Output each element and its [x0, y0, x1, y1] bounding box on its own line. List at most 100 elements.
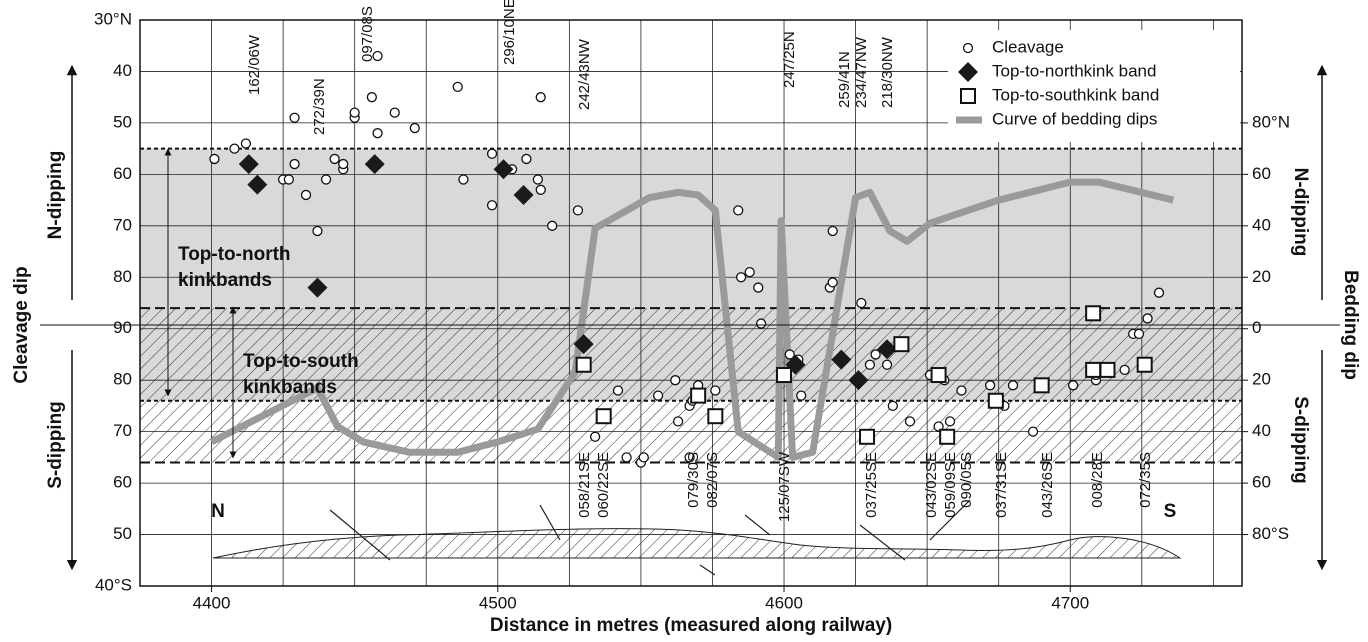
orientation-label: 272/39N: [311, 78, 328, 135]
point: [488, 201, 497, 210]
orientation-label: 125/07SW: [776, 451, 793, 522]
point: [654, 391, 663, 400]
point: [459, 175, 468, 184]
point: [1154, 288, 1163, 297]
orientation-label: 058/21SE: [576, 452, 593, 518]
y-tick-label: 60: [113, 164, 132, 183]
x-tick-label: 4600: [765, 593, 803, 612]
y-tick-label: 50: [113, 112, 132, 131]
point: [1134, 329, 1143, 338]
point: [745, 268, 754, 277]
point: [533, 175, 542, 184]
point: [860, 430, 874, 444]
point: [536, 93, 545, 102]
point: [622, 453, 631, 462]
orientation-label: 008/28E: [1089, 452, 1106, 508]
point: [390, 108, 399, 117]
y-tick-label: 40°S: [95, 575, 132, 594]
y-tick-label: 30°N: [94, 9, 132, 28]
orientation-label: 218/30NW: [879, 36, 896, 108]
y-tick-label: 80: [113, 267, 132, 286]
point: [1086, 363, 1100, 377]
cross-section: [213, 500, 1180, 575]
point: [241, 139, 250, 148]
point: [946, 417, 955, 426]
y-tick-label: 80: [113, 370, 132, 389]
point: [957, 386, 966, 395]
orientation-label: 097/08S: [359, 6, 376, 62]
point: [1069, 381, 1078, 390]
point: [734, 206, 743, 215]
point: [857, 299, 866, 308]
orientation-label: 259/41N: [836, 51, 853, 108]
point: [302, 190, 311, 199]
side-label: N-dipping: [45, 151, 66, 240]
orientation-label: 043/02SE: [923, 452, 940, 518]
point: [883, 360, 892, 369]
orientation-label: 079/30S: [685, 452, 702, 508]
point: [1029, 427, 1038, 436]
point: [865, 360, 874, 369]
point: [577, 358, 591, 372]
legend-label: Curve of bedding dips: [992, 109, 1157, 128]
point: [932, 368, 946, 382]
point: [674, 417, 683, 426]
point: [591, 432, 600, 441]
point: [757, 319, 766, 328]
x-tick-label: 4400: [193, 593, 231, 612]
point: [986, 381, 995, 390]
chart: Cleavage dip Bedding dip N-dipping S-dip…: [0, 0, 1368, 642]
legend-label: Top-to-southkink band: [992, 85, 1159, 104]
point: [290, 113, 299, 122]
side-label: S-dipping: [45, 401, 66, 489]
point: [1138, 358, 1152, 372]
point: [1100, 363, 1114, 377]
point: [828, 278, 837, 287]
side-label: N-dipping: [1290, 168, 1311, 257]
point: [488, 149, 497, 158]
y2-axis-title: Bedding dip: [1340, 270, 1361, 380]
orientation-label: 090/05S: [958, 452, 975, 508]
point: [905, 417, 914, 426]
point: [536, 185, 545, 194]
y-tick-label: 70: [113, 421, 132, 440]
legend-swatch: [961, 89, 975, 103]
y-tick-label: 90: [113, 318, 132, 337]
point: [350, 108, 359, 117]
x-tick-label: 4500: [479, 593, 517, 612]
point: [597, 409, 611, 423]
x-axis-title: Distance in metres (measured along railw…: [490, 615, 892, 636]
point: [210, 154, 219, 163]
point: [367, 93, 376, 102]
point: [691, 389, 705, 403]
point: [322, 175, 331, 184]
point: [1120, 365, 1129, 374]
point: [888, 401, 897, 410]
point: [871, 350, 880, 359]
y-tick-label: 50: [113, 524, 132, 543]
page: {"chart_data": { "type": "scatter", "xla…: [0, 0, 1368, 642]
orientation-label: 162/06W: [246, 34, 263, 95]
point: [708, 409, 722, 423]
point: [894, 337, 908, 351]
legend-swatch: [964, 44, 973, 53]
y2-tick-label: 20: [1252, 370, 1271, 389]
y-tick-label: 40: [113, 61, 132, 80]
point: [828, 226, 837, 235]
point: [1143, 314, 1152, 323]
y-tick-label: 70: [113, 215, 132, 234]
point: [797, 391, 806, 400]
point: [1035, 378, 1049, 392]
orientation-label: 082/07S: [704, 452, 721, 508]
point: [777, 368, 791, 382]
orientation-label: 037/25SE: [863, 452, 880, 518]
point: [290, 160, 299, 169]
orientation-label: 072/35S: [1137, 452, 1154, 508]
y2-tick-label: 80°N: [1252, 112, 1290, 131]
point: [1086, 306, 1100, 320]
side-label: S-dipping: [1290, 396, 1311, 484]
point: [522, 154, 531, 163]
y-tick-label: 60: [113, 473, 132, 492]
orientation-label: 060/22SE: [595, 452, 612, 518]
